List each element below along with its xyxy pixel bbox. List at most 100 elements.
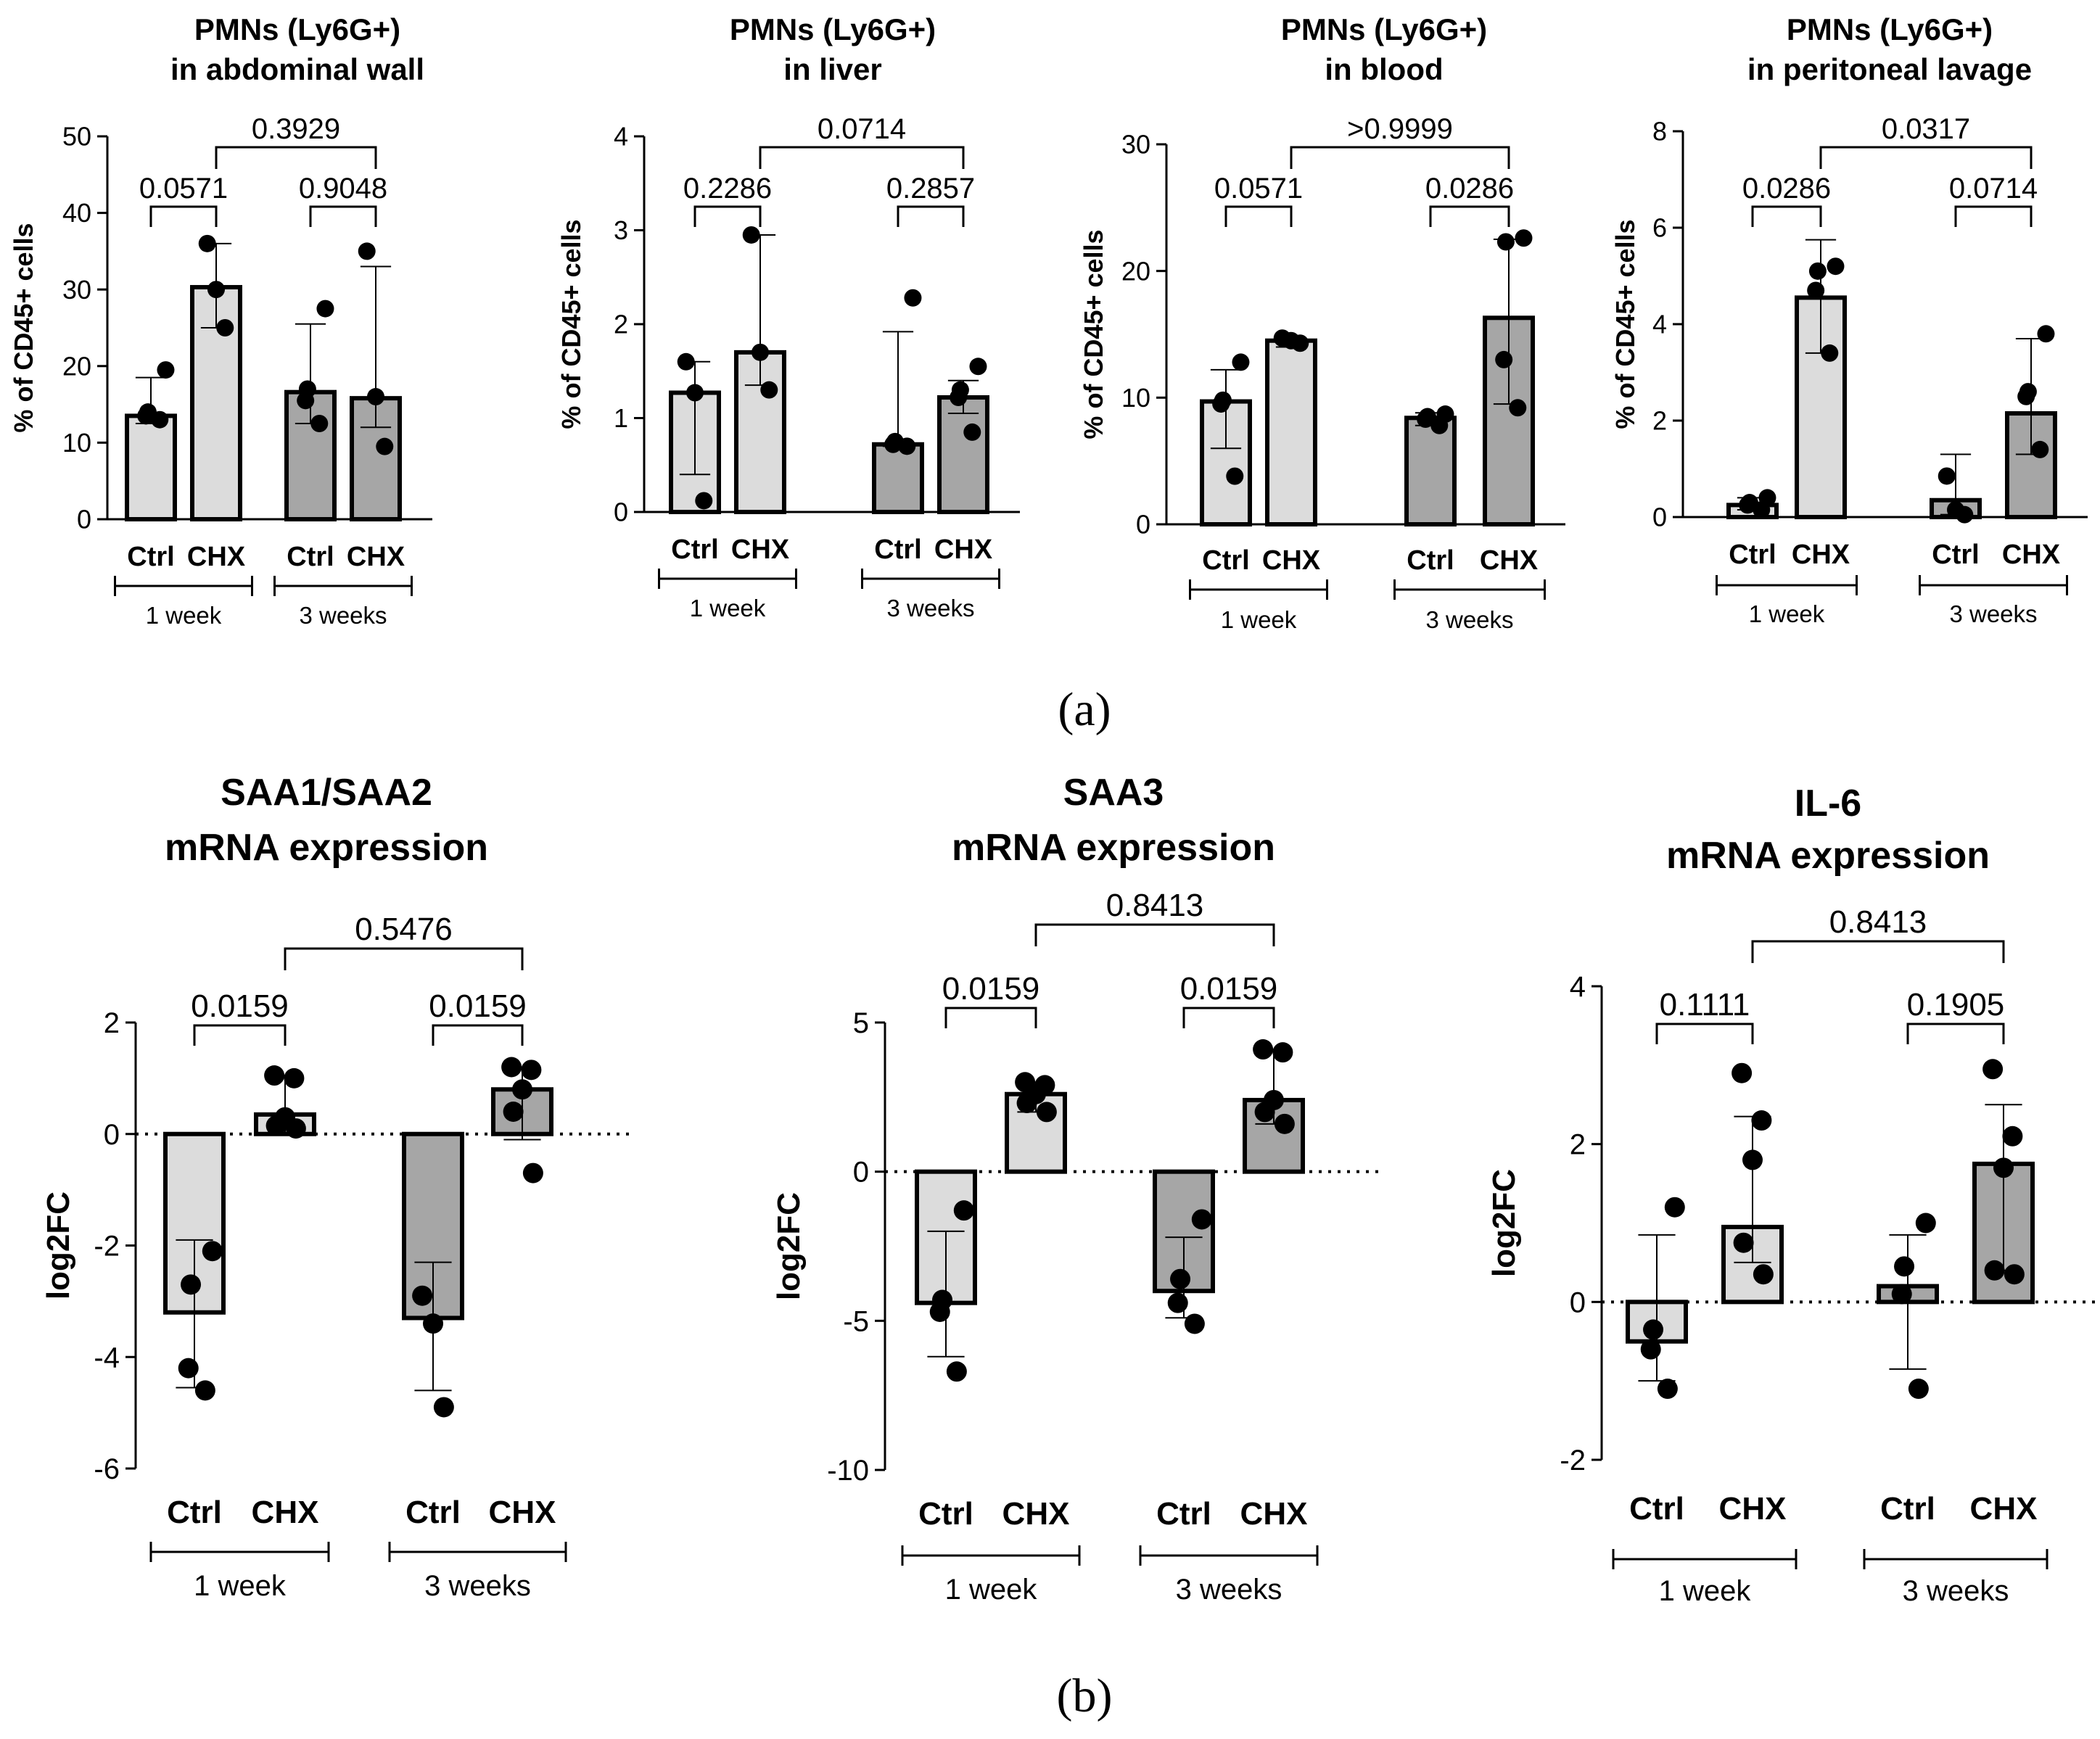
chart1-data-point [358,242,376,260]
chart3-comparison-bracket [1290,146,1510,169]
chart5-group-label: 1 week [194,1570,287,1602]
chart2-data-point [686,384,704,402]
chart4-data-point [2019,383,2037,401]
chart7-data-point [1908,1379,1929,1400]
chart6-y-axis-label: log2FC [771,1192,807,1300]
chart6-comparison-bracket [944,1007,1037,1028]
chart7-data-point [1982,1059,2004,1080]
chart5-data-point [181,1274,202,1295]
chart2-data-point [886,432,904,450]
chart4-data-point [1821,344,1839,362]
chart3-data-point [1515,229,1533,247]
chart5-x-category-label: Ctrl [167,1495,222,1530]
chart1-data-point [216,319,234,336]
chart5-group-label: 3 weeks [424,1570,531,1602]
chart2-y-tick-label: 4 [614,122,628,152]
chart2-x-category-label: CHX [731,534,790,565]
chart3-p-value-label: 0.0571 [1214,173,1303,205]
chart2-data-point [752,343,769,361]
chart7-p-value-label: 0.8413 [1829,904,1927,940]
chart7-data-point [2002,1125,2023,1147]
chart1-y-tick-label: 50 [62,122,91,152]
chart3-x-category-label: Ctrl [1407,545,1454,576]
chart5-data-point [194,1380,215,1401]
chart4-data-point [1807,281,1825,300]
chart1-group-label: 1 week [146,602,222,629]
chart1-group-label: 3 weeks [299,602,387,629]
chart4-data-point [1947,501,1964,519]
chart1-y-tick-label: 0 [77,505,91,534]
chart5-data-point [501,1057,522,1078]
chart2-data-point [904,289,922,307]
chart1-data-point [207,281,225,299]
chart2-y-axis-label: % of CD45+ cells [556,219,586,429]
chart6-data-point [1274,1113,1295,1134]
chart7-x-category-label: Ctrl [1880,1491,1935,1527]
chart3-bar [1265,338,1317,526]
chart1-comparison-bracket [215,146,377,169]
chart5-p-value-label: 0.0159 [429,988,527,1024]
chart5-y-axis-label: log2FC [41,1191,76,1300]
chart2-data-point [742,226,760,244]
chart3-y-tick-label: 10 [1121,383,1150,413]
chart7-title-line: IL-6 [1795,782,1861,825]
chart3-comparison-bracket [1429,205,1510,227]
chart4-title-line: in peritoneal lavage [1747,52,2032,86]
chart1-y-axis-label: % of CD45+ cells [9,223,38,432]
chart3-title-line: PMNs (Ly6G+) [1281,12,1487,46]
chart5-p-value-label: 0.0159 [191,988,289,1024]
chart4-comparison-bracket [1751,205,1822,227]
chart7-group-label: 1 week [1659,1575,1752,1607]
chart2-data-point [963,423,981,441]
chart3-y-axis-label: % of CD45+ cells [1079,229,1108,439]
chart5-y-tick-label: -6 [94,1453,120,1485]
chart4-data-point [1938,467,1956,485]
chart7-data-point [1753,1264,1774,1285]
chart6-data-point [1036,1102,1057,1123]
chart7-x-category-label: CHX [1970,1491,2038,1527]
chart7-y-axis-label: log2FC [1486,1169,1522,1277]
chart3-x-category-label: CHX [1262,545,1321,576]
panel-label-b: (b) [1057,1669,1113,1722]
chart5-data-point [284,1067,305,1089]
chart3-group-label: 3 weeks [1425,606,1513,633]
chart7-title-line: mRNA expression [1666,835,1990,877]
chart7-data-point [1915,1213,1936,1234]
chart4-title-line: PMNs (Ly6G+) [1787,12,1993,46]
chart1-y-tick-label: 30 [62,275,91,305]
chart7-data-point [1657,1379,1678,1400]
chart1-data-point [310,415,329,432]
chart6-comparison-bracket [1034,923,1275,946]
chart6-title-line: mRNA expression [952,827,1275,869]
chart6-comparison-bracket [1182,1007,1275,1028]
chart2-data-point [760,381,778,399]
chart4-data-point [1827,257,1845,276]
chart2-comparison-bracket [897,205,965,227]
chart3-y-tick-label: 20 [1121,256,1150,286]
chart1-p-value-label: 0.9048 [299,173,387,205]
chart6-group-label: 1 week [945,1574,1038,1606]
chart4-x-category-label: Ctrl [1932,540,1979,570]
chart4-data-point [1808,262,1827,280]
chart1-p-value-label: 0.3929 [252,113,340,145]
chart5-y-tick-label: 0 [104,1119,120,1151]
chart7-data-point [2004,1264,2025,1285]
chart1-y-tick-label: 20 [62,351,91,381]
chart1-y-tick-label: 10 [62,428,91,458]
chart5-data-point [433,1397,454,1418]
chart5-data-point [521,1059,542,1081]
chart2-y-tick-label: 0 [614,497,628,527]
chart2-p-value-label: 0.2286 [683,173,772,205]
chart2-group-label: 3 weeks [886,595,974,621]
chart7-comparison-bracket [1751,940,2005,963]
chart4-y-tick-label: 8 [1652,117,1667,146]
chart1-data-point [139,403,157,421]
chart5-x-category-label: CHX [489,1495,556,1530]
chart4-group-label: 1 week [1749,600,1825,627]
chart4-y-tick-label: 4 [1652,310,1667,339]
chart7-data-point [1643,1319,1664,1340]
chart4-data-point [2031,440,2049,458]
chart2-data-point [677,352,695,371]
chart5-y-tick-label: -4 [94,1342,120,1374]
chart2-x-category-label: Ctrl [671,534,718,565]
